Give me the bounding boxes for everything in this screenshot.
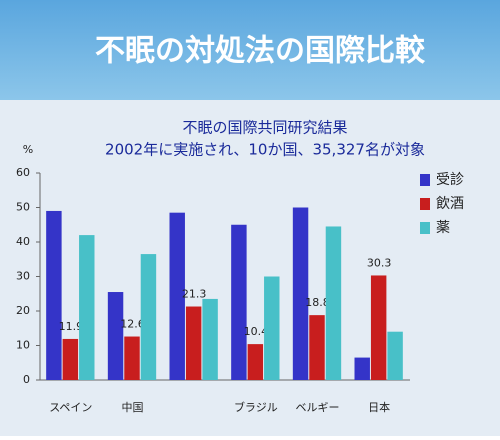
bar <box>370 275 387 380</box>
bar <box>264 276 280 380</box>
legend-swatch <box>420 174 430 186</box>
bar <box>140 254 157 380</box>
y-tick-label: 0 <box>23 373 30 386</box>
bar <box>107 292 124 380</box>
legend-swatch <box>420 222 430 234</box>
legend-label: 受診 <box>436 172 464 188</box>
bar <box>387 331 403 380</box>
legend-label: 飲酒 <box>436 196 464 212</box>
x-tick-label: ブラジル <box>234 400 278 414</box>
data-label: 11.9 <box>59 320 84 333</box>
bar <box>79 235 95 380</box>
bar <box>169 212 185 380</box>
bar <box>325 226 342 380</box>
x-tick-label: スペイン <box>49 401 92 414</box>
bar <box>231 224 247 380</box>
y-axis-label: % <box>23 143 33 156</box>
bar <box>62 338 79 380</box>
legend-swatch <box>420 198 430 210</box>
y-tick-label: 40 <box>16 235 30 248</box>
bar <box>309 315 325 380</box>
bar <box>202 298 218 380</box>
bar <box>247 344 264 380</box>
bar <box>354 357 370 380</box>
data-label: 18.8 <box>305 296 330 309</box>
y-tick-label: 50 <box>16 201 30 214</box>
data-label: 12.6 <box>120 318 145 331</box>
y-tick-label: 10 <box>16 339 30 352</box>
y-tick-label: 30 <box>16 270 30 283</box>
data-label: 10.4 <box>244 325 269 338</box>
x-tick-label: ベルギー <box>296 401 340 414</box>
bar <box>46 210 62 380</box>
x-tick-label: 中国 <box>122 401 144 414</box>
y-tick-label: 60 <box>16 166 30 179</box>
bar <box>292 207 309 380</box>
subtitle: 2002年に実施され、10か国、35,327名が対象 <box>105 141 425 159</box>
y-tick-label: 20 <box>16 304 30 317</box>
bar <box>185 306 202 380</box>
header-band <box>0 0 500 100</box>
legend-label: 薬 <box>436 220 450 236</box>
bar <box>124 336 140 380</box>
data-label: 21.3 <box>182 288 207 301</box>
data-label: 30.3 <box>367 256 392 269</box>
x-tick-label: 日本 <box>368 400 390 414</box>
subtitle: 不眠の国際共同研究結果 <box>182 119 347 137</box>
chart-title: 不眠の対処法の国際比較 <box>95 34 426 69</box>
